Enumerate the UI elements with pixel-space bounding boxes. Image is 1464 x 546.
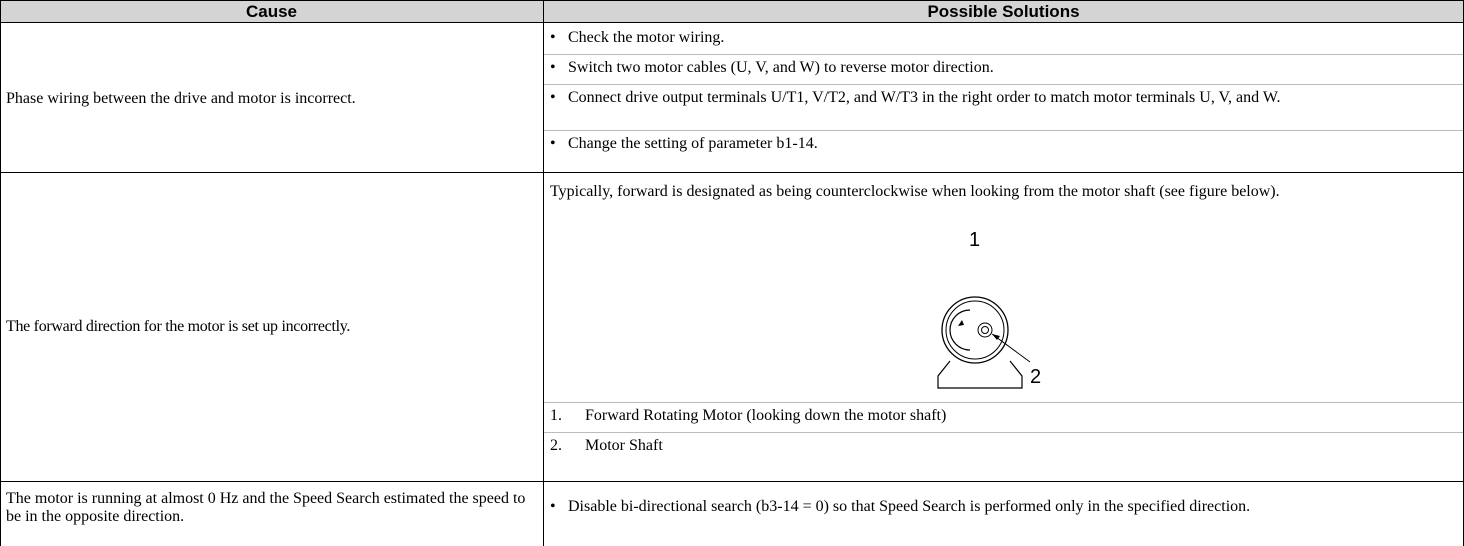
figure-label: 2 <box>1030 366 1042 388</box>
bullet: • <box>550 59 556 76</box>
legend-text: Forward Rotating Motor (looking down the… <box>585 407 947 424</box>
header-cell: Cause <box>245 2 298 21</box>
separator <box>544 84 1463 85</box>
legend-text: Motor Shaft <box>585 437 663 454</box>
separator <box>544 54 1463 55</box>
border <box>0 22 1464 23</box>
bullet: • <box>550 135 556 152</box>
border <box>0 0 1464 1</box>
separator <box>544 402 1463 403</box>
motor-figure <box>937 296 1031 389</box>
bullet: • <box>550 89 556 106</box>
cause: The forward direction for the motor is s… <box>6 318 351 335</box>
cause: The motor is running at almost 0 Hz and … <box>6 490 526 525</box>
legend-number: 1. <box>550 407 562 424</box>
figure-label: 1 <box>969 229 981 251</box>
solution: Change the setting of parameter b1-14. <box>568 135 818 152</box>
cause: Phase wiring between the drive and motor… <box>6 90 356 107</box>
solution: Switch two motor cables (U, V, and W) to… <box>568 59 994 76</box>
bullet: • <box>550 29 556 46</box>
separator <box>544 432 1463 433</box>
bullet: • <box>550 498 556 515</box>
border <box>0 172 1464 173</box>
header-bg <box>0 0 1464 22</box>
solution: Check the motor wiring. <box>568 29 725 46</box>
header-cell: Possible Solutions <box>927 2 1080 21</box>
solution: Disable bi-directional search (b3-14 = 0… <box>568 498 1251 515</box>
intro: Typically, forward is designated as bein… <box>550 183 1280 200</box>
separator <box>544 130 1463 131</box>
border <box>543 0 544 546</box>
solution: Connect drive output terminals U/T1, V/T… <box>568 89 1281 106</box>
border <box>0 481 1464 482</box>
border <box>0 0 1 546</box>
legend-number: 2. <box>550 437 562 454</box>
